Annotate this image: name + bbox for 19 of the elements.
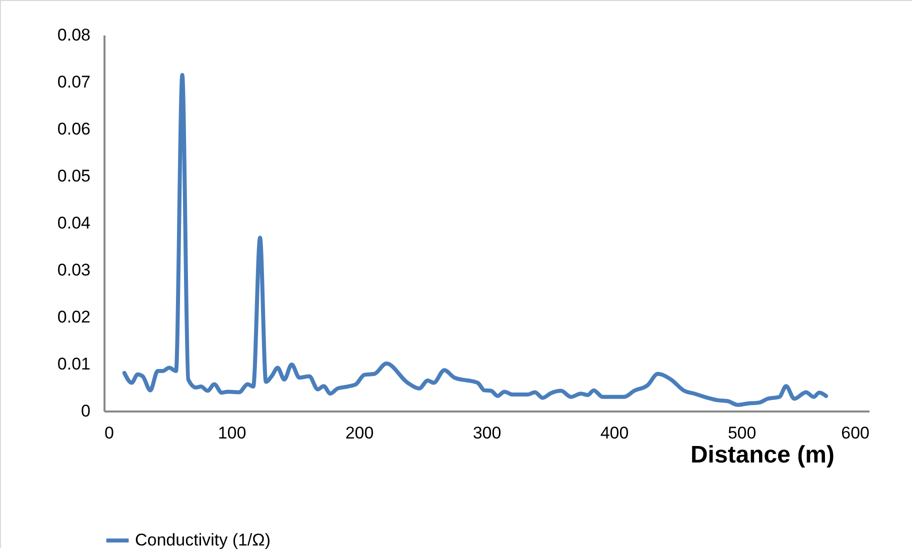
x-tick-label: 500 [728,424,756,442]
line-series [122,72,828,407]
y-tick-label: 0.05 [57,166,90,186]
x-tick-label: 300 [472,424,502,442]
x-tick-label: 200 [345,424,374,442]
x-tick-label: 100 [218,424,246,442]
x-axis-title: Distance (m) [690,442,834,468]
y-tick-label: 0.07 [57,72,90,92]
y-tick-label: 0.04 [57,214,90,232]
y-tick-label: 0.03 [57,260,90,280]
y-tick-label: 0.01 [57,354,90,374]
y-tick-label: 0.08 [57,26,90,44]
y-tick-label: 0.06 [57,120,90,138]
x-tick-label: 400 [600,424,629,442]
x-tick-label: 0 [104,424,114,442]
legend-label: Conductivity (1/Ω) [135,530,271,550]
y-tick-label: 0.02 [57,308,90,326]
x-tick-label: 600 [841,424,870,442]
y-tick-label: 0 [81,402,90,420]
